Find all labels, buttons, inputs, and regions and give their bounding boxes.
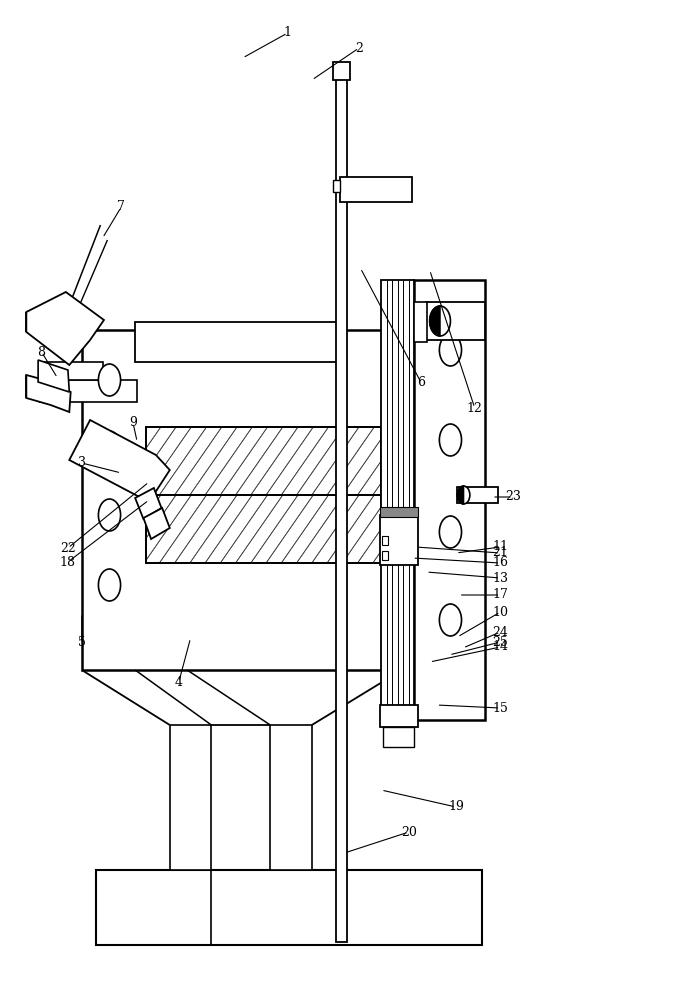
Bar — [381, 280, 414, 720]
Text: 25: 25 — [493, 636, 508, 648]
Bar — [96, 870, 482, 945]
Circle shape — [439, 424, 462, 456]
Bar — [380, 705, 418, 727]
Circle shape — [439, 334, 462, 366]
Text: 11: 11 — [492, 540, 509, 554]
Bar — [146, 427, 381, 495]
Bar — [82, 330, 402, 670]
Text: 2: 2 — [355, 41, 363, 54]
Wedge shape — [430, 306, 440, 336]
Circle shape — [98, 364, 121, 396]
Circle shape — [98, 431, 121, 463]
Bar — [414, 280, 485, 720]
Bar — [340, 177, 412, 202]
Text: 1: 1 — [283, 26, 292, 39]
Bar — [146, 427, 381, 495]
Text: 18: 18 — [60, 556, 76, 568]
Text: 12: 12 — [467, 401, 482, 414]
Bar — [333, 180, 340, 192]
Bar — [336, 72, 347, 942]
Text: 13: 13 — [492, 572, 509, 584]
Text: 3: 3 — [78, 456, 86, 470]
Text: 14: 14 — [492, 641, 509, 654]
Bar — [40, 362, 103, 380]
Bar — [382, 551, 388, 560]
Text: 9: 9 — [129, 416, 137, 430]
Polygon shape — [26, 292, 104, 365]
Circle shape — [439, 604, 462, 636]
Circle shape — [98, 499, 121, 531]
Circle shape — [457, 486, 470, 504]
Text: 6: 6 — [417, 376, 426, 389]
Bar — [380, 507, 418, 517]
Text: 5: 5 — [78, 637, 86, 650]
Bar — [457, 487, 498, 503]
Polygon shape — [26, 375, 71, 412]
Bar — [333, 62, 350, 80]
Bar — [414, 302, 427, 342]
Bar — [383, 727, 414, 747]
Text: 20: 20 — [401, 826, 416, 838]
Text: 4: 4 — [175, 676, 183, 688]
Polygon shape — [135, 488, 161, 519]
Bar — [380, 515, 418, 565]
Text: 10: 10 — [492, 605, 509, 618]
Text: 15: 15 — [493, 702, 508, 714]
Polygon shape — [38, 360, 69, 392]
Bar — [382, 536, 388, 545]
Bar — [170, 725, 211, 870]
Bar — [146, 495, 381, 563]
Wedge shape — [457, 486, 464, 504]
Bar — [426, 302, 485, 340]
Bar — [135, 322, 340, 362]
Text: 17: 17 — [493, 588, 508, 601]
Circle shape — [439, 516, 462, 548]
Polygon shape — [69, 420, 170, 502]
Circle shape — [430, 306, 450, 336]
Text: 7: 7 — [117, 200, 125, 214]
Circle shape — [98, 569, 121, 601]
Text: 16: 16 — [492, 556, 509, 570]
Text: 21: 21 — [493, 546, 508, 560]
Polygon shape — [143, 508, 170, 539]
Text: 22: 22 — [60, 542, 76, 554]
Bar — [270, 725, 312, 870]
Text: 19: 19 — [448, 800, 464, 814]
Text: 8: 8 — [37, 346, 46, 359]
Text: 24: 24 — [493, 626, 508, 639]
Text: 23: 23 — [505, 490, 520, 504]
Bar — [146, 495, 381, 563]
Bar — [40, 380, 137, 402]
